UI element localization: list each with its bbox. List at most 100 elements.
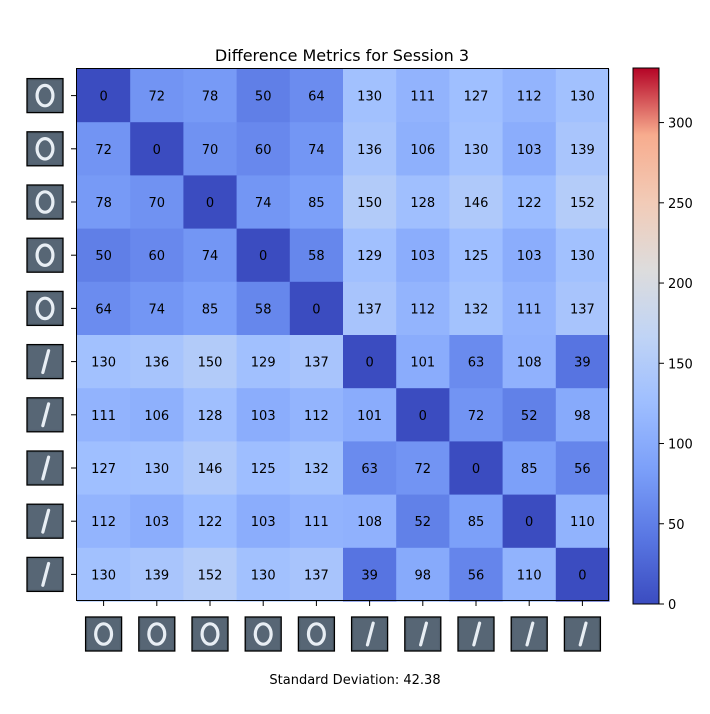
cell-value-label: 111 <box>304 515 329 530</box>
cell-value-label: 0 <box>99 90 107 105</box>
heatmap-cell <box>77 281 131 336</box>
cell-value-label: 70 <box>149 196 166 211</box>
heatmap-cell <box>343 281 397 336</box>
cell-value-label: 146 <box>198 462 223 477</box>
heatmap-cell <box>130 441 184 496</box>
cell-value-label: 64 <box>308 90 325 105</box>
heatmap-cell <box>555 228 610 283</box>
cell-value-label: 150 <box>357 196 382 211</box>
cell-value-label: 39 <box>361 568 378 583</box>
heatmap-frame <box>76 68 609 601</box>
heatmap-cell <box>449 441 504 496</box>
heatmap-cell <box>183 122 238 176</box>
cell-value-label: 137 <box>357 302 382 317</box>
row-digit-thumbnail-3-digit-0 <box>26 237 64 273</box>
cell-value-label: 112 <box>410 302 435 317</box>
cell-value-label: 72 <box>149 90 166 105</box>
colorbar-tick-label: 100 <box>668 438 693 453</box>
heatmap-cell <box>502 69 557 123</box>
heatmap-cell <box>236 69 291 123</box>
heatmap-cell <box>183 494 238 549</box>
chart-title: Difference Metrics for Session 3 <box>215 46 469 65</box>
cell-value-label: 60 <box>255 143 272 158</box>
heatmap-cell <box>555 494 610 549</box>
colorbar-gradient <box>632 67 660 605</box>
cell-value-label: 137 <box>304 568 329 583</box>
heatmap-cell <box>130 281 184 336</box>
cell-value-label: 111 <box>517 302 542 317</box>
heatmap-cell <box>130 494 184 549</box>
col-digit-thumbnail-2-digit-0 <box>191 616 229 652</box>
cell-value-label: 98 <box>574 409 591 424</box>
heatmap-cell <box>343 441 397 496</box>
row-digit-thumbnail-7-digit-1 <box>26 450 64 486</box>
heatmap-cell <box>343 69 397 123</box>
cell-value-label: 63 <box>361 462 378 477</box>
heatmap-cell <box>236 388 291 442</box>
heatmap-cell <box>77 547 131 602</box>
cell-value-label: 78 <box>202 90 219 105</box>
cell-value-label: 72 <box>468 409 485 424</box>
heatmap-cell <box>289 175 344 230</box>
heatmap-cell <box>77 335 131 389</box>
heatmap-cell <box>502 335 557 389</box>
colorbar-tick-label: 200 <box>668 277 693 292</box>
cell-value-label: 56 <box>468 568 485 583</box>
heatmap-cell <box>236 547 291 602</box>
heatmap-cell <box>502 494 557 549</box>
heatmap-cell <box>555 122 610 176</box>
col-digit-thumbnail-8-digit-1 <box>510 616 548 652</box>
cell-value-label: 130 <box>464 143 489 158</box>
heatmap-cell <box>289 228 344 283</box>
heatmap-cell <box>449 122 504 176</box>
heatmap-cell <box>130 388 184 442</box>
heatmap-cell <box>183 175 238 230</box>
heatmap-cell <box>236 122 291 176</box>
heatmap-cell <box>396 69 450 123</box>
cell-value-label: 127 <box>464 90 489 105</box>
cell-value-label: 58 <box>255 302 272 317</box>
cell-value-label: 74 <box>202 249 219 264</box>
heatmap-cell <box>183 441 238 496</box>
colorbar-tick-label: 0 <box>668 598 676 613</box>
col-digit-thumbnail-3-digit-0 <box>244 616 282 652</box>
colorbar-tick-label: 250 <box>668 197 693 212</box>
cell-value-label: 111 <box>91 409 116 424</box>
cell-value-label: 72 <box>415 462 432 477</box>
cell-value-label: 0 <box>153 143 161 158</box>
cell-value-label: 103 <box>144 515 169 530</box>
heatmap-cell <box>289 388 344 442</box>
cell-value-label: 130 <box>251 568 276 583</box>
cell-value-label: 78 <box>95 196 112 211</box>
cell-value-label: 101 <box>357 409 382 424</box>
cell-value-label: 146 <box>464 196 489 211</box>
cell-value-label: 0 <box>312 302 320 317</box>
heatmap-cell <box>555 441 610 496</box>
cell-value-label: 103 <box>251 409 276 424</box>
cell-value-label: 0 <box>472 462 480 477</box>
cell-value-label: 106 <box>410 143 435 158</box>
cell-value-label: 106 <box>144 409 169 424</box>
col-digit-thumbnail-7-digit-1 <box>457 616 495 652</box>
heatmap-cell <box>343 494 397 549</box>
cell-value-label: 130 <box>570 90 595 105</box>
cell-value-label: 0 <box>365 356 373 371</box>
heatmap-cell <box>289 441 344 496</box>
heatmap-cell <box>502 547 557 602</box>
heatmap-cell <box>502 228 557 283</box>
heatmap-cell <box>449 388 504 442</box>
cell-value-label: 110 <box>517 568 542 583</box>
cell-value-label: 130 <box>91 356 116 371</box>
cell-value-label: 130 <box>91 568 116 583</box>
cell-value-label: 137 <box>304 356 329 371</box>
colorbar-tick-label: 150 <box>668 357 693 372</box>
cell-value-label: 98 <box>415 568 432 583</box>
cell-value-label: 112 <box>517 90 542 105</box>
heatmap-cell <box>289 281 344 336</box>
cell-value-label: 0 <box>206 196 214 211</box>
heatmap-cell <box>289 547 344 602</box>
cell-value-label: 130 <box>144 462 169 477</box>
cell-value-label: 0 <box>259 249 267 264</box>
